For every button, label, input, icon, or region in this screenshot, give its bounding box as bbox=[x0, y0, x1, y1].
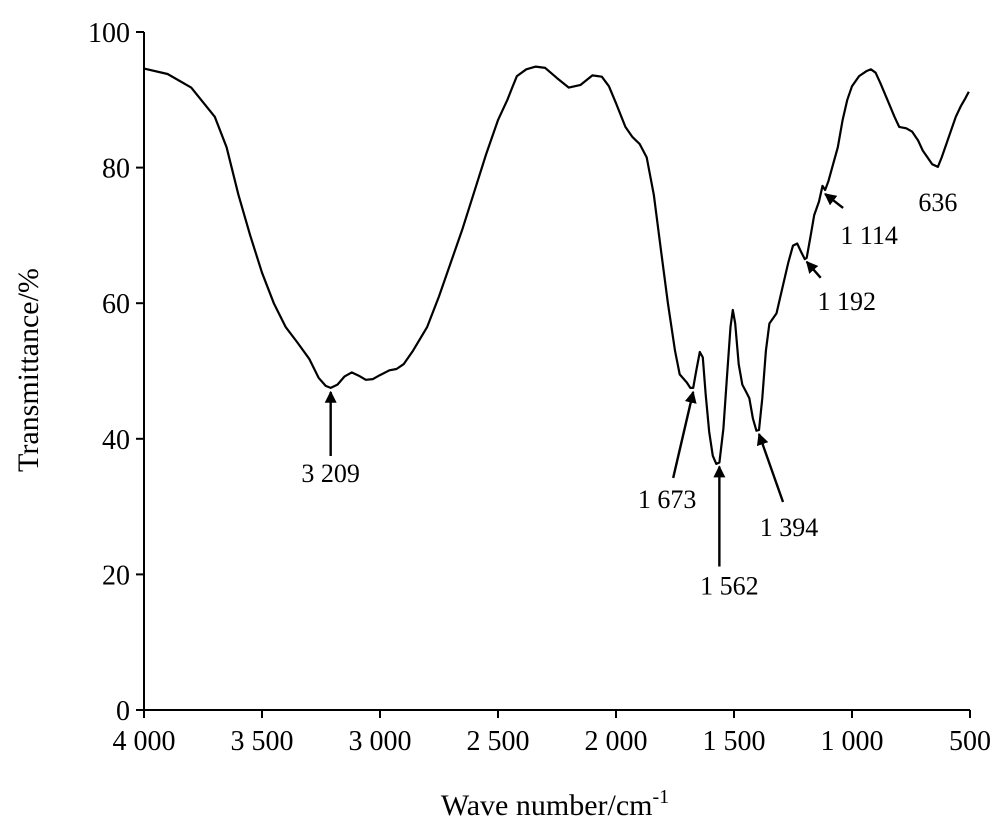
peak-arrow bbox=[805, 260, 822, 279]
axes: 0 20 40 60 80 100 4 000 3 500 3 000 2 500 2 000 1 … bbox=[88, 18, 991, 757]
x-tick-label: 2 000 bbox=[585, 726, 648, 757]
y-tick-label: 60 bbox=[102, 289, 130, 320]
x-tick-label: 1 500 bbox=[703, 726, 766, 757]
x-axis-title: Wave number/cm-1 bbox=[441, 786, 669, 822]
x-ticks: 4 000 3 500 3 000 2 500 2 000 1 500 1 000 500 bbox=[113, 710, 991, 757]
peak-arrow bbox=[824, 193, 844, 209]
peak-label: 1 114 bbox=[840, 221, 898, 250]
peak-label: 1 673 bbox=[638, 485, 697, 514]
series-group bbox=[143, 65, 970, 465]
x-tick-label: 500 bbox=[949, 726, 991, 757]
x-tick-label: 3 000 bbox=[349, 726, 412, 757]
peak-arrow bbox=[756, 432, 785, 503]
y-ticks: 0 20 40 60 80 100 bbox=[88, 18, 144, 727]
spectrum-line bbox=[143, 65, 970, 465]
x-tick-label: 1 000 bbox=[821, 726, 884, 757]
peak-label: 1 394 bbox=[760, 513, 819, 542]
peak-annotations: 3 209 1 673 1 562 1 394 1 192 1 114 636 bbox=[301, 188, 957, 601]
peak-label: 636 bbox=[918, 188, 957, 217]
y-tick-label: 0 bbox=[116, 696, 130, 727]
x-tick-label: 4 000 bbox=[113, 726, 176, 757]
peak-arrow bbox=[672, 390, 697, 479]
peak-label: 3 209 bbox=[301, 459, 360, 488]
y-tick-label: 40 bbox=[102, 425, 130, 456]
peak-label: 1 562 bbox=[700, 572, 759, 601]
x-axis-title-superscript: -1 bbox=[653, 786, 670, 808]
y-tick-label: 100 bbox=[88, 18, 130, 49]
y-tick-label: 80 bbox=[102, 154, 130, 185]
x-tick-label: 3 500 bbox=[231, 726, 294, 757]
x-axis-title-text: Wave number/cm bbox=[441, 789, 653, 822]
y-axis-title: Transmittance/% bbox=[12, 268, 45, 472]
x-tick-label: 2 500 bbox=[467, 726, 530, 757]
y-tick-label: 20 bbox=[102, 560, 130, 591]
peak-label: 1 192 bbox=[817, 287, 876, 316]
